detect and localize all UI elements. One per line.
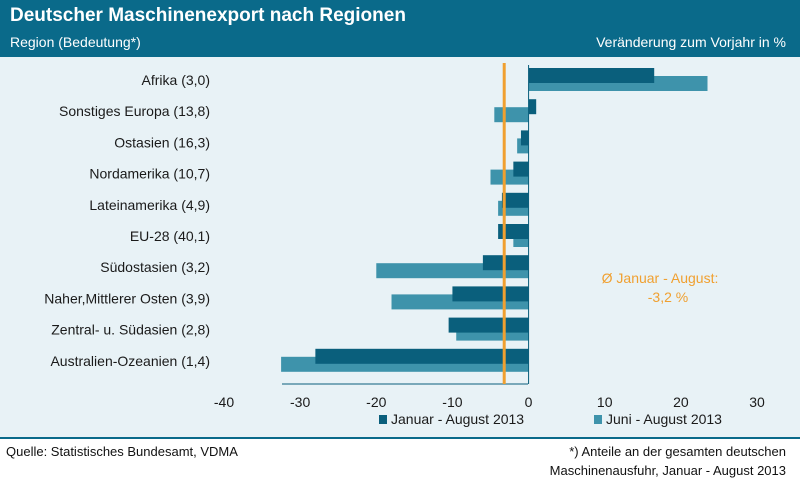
x-tick-label: 30 xyxy=(749,394,765,410)
category-label: Naher,Mittlerer Osten (3,9) xyxy=(44,290,210,306)
category-label: Lateinamerika (4,9) xyxy=(89,197,210,213)
bar-januar-august xyxy=(448,317,529,333)
legend-swatch-juni-august xyxy=(594,415,602,424)
category-label: Zentral- u. Südasien (2,8) xyxy=(51,322,210,338)
category-label: Afrika (3,0) xyxy=(142,72,210,88)
x-tick-label: -10 xyxy=(442,394,462,410)
chart-subtitle-region: Region (Bedeutung*) xyxy=(10,34,141,50)
category-label: Südostasien (3,2) xyxy=(100,259,210,275)
chart-subtitle-change: Veränderung zum Vorjahr in % xyxy=(596,34,786,50)
category-label: Sonstiges Europa (13,8) xyxy=(59,103,210,119)
plot-area: Afrika (3,0) Sonstiges Europa (13,8) Ostas… xyxy=(0,57,800,437)
average-label-line-1: Ø Januar - August: xyxy=(602,270,719,286)
bar-januar-august xyxy=(501,192,529,208)
legend-label-januar-august: Januar - August 2013 xyxy=(391,411,524,427)
bar-juni-august xyxy=(494,107,529,123)
bar-januar-august xyxy=(528,99,537,115)
legend-label-juni-august: Juni - August 2013 xyxy=(606,411,722,427)
legend-swatch-januar-august xyxy=(379,415,387,424)
bar-januar-august xyxy=(482,255,529,271)
chart-title: Deutscher Maschinenexport nach Regionen xyxy=(10,5,406,26)
footnote: *) Anteile an der gesamten deutschen Mas… xyxy=(466,442,786,480)
x-tick-label: 0 xyxy=(525,394,533,410)
bar-januar-august xyxy=(520,130,529,146)
chart-header: Deutscher Maschinenexport nach Regionen … xyxy=(0,0,800,57)
footnote-line-2: Maschinenausfuhr, Januar - August 2013 xyxy=(549,463,786,478)
bar-januar-august xyxy=(452,286,529,302)
bar-januar-august xyxy=(513,161,529,177)
bar-januar-august xyxy=(528,68,655,83)
x-tick-label: -20 xyxy=(366,394,386,410)
x-tick-label: -30 xyxy=(290,394,310,410)
x-tick-label: 10 xyxy=(597,394,613,410)
bar-januar-august xyxy=(315,348,529,364)
x-tick-label: -40 xyxy=(214,394,234,410)
footnote-line-1: *) Anteile an der gesamten deutschen xyxy=(569,444,786,459)
bar-januar-august xyxy=(498,224,529,239)
bar-chart: Afrika (3,0) Sonstiges Europa (13,8) Ostas… xyxy=(44,63,765,427)
footer-divider xyxy=(0,437,800,439)
average-label-line-2: -3,2 % xyxy=(648,289,688,305)
category-label: Nordamerika (10,7) xyxy=(89,166,210,182)
category-label: Australien-Ozeanien (1,4) xyxy=(50,353,210,369)
category-label: EU-28 (40,1) xyxy=(130,228,210,244)
bar-juni-august xyxy=(517,138,529,154)
category-label: Ostasien (16,3) xyxy=(114,134,210,150)
x-tick-label: 20 xyxy=(673,394,689,410)
source-note: Quelle: Statistisches Bundesamt, VDMA xyxy=(6,444,238,459)
